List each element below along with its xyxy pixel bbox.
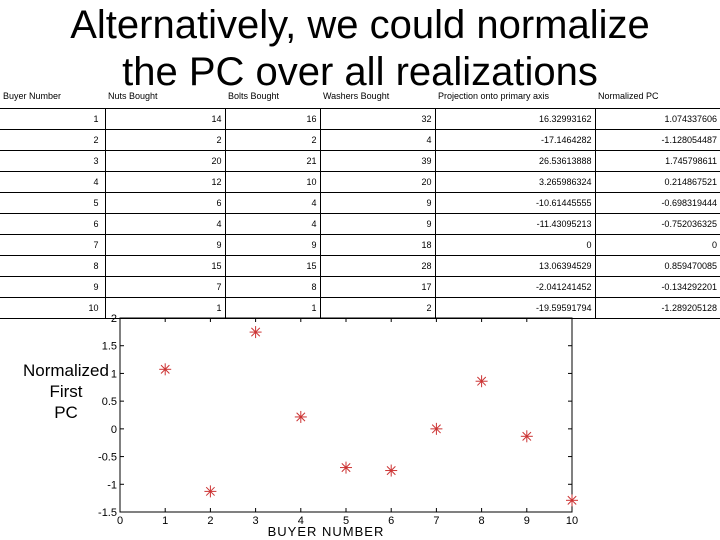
table-row: 5 6 4 9 -10.61445555 -0.698319444: [0, 192, 720, 214]
x-tick-label: 5: [343, 515, 349, 527]
side-label-line-2: First: [49, 382, 83, 401]
data-point: [566, 494, 578, 507]
table-header-row: Buyer Number Nuts Bought Bolts Bought Wa…: [0, 88, 720, 109]
header-buyer-number: Buyer Number: [3, 91, 62, 101]
table-row: 9 7 8 17 -2.041241452 -0.134292201: [0, 276, 720, 298]
y-tick-label: -1: [107, 479, 117, 491]
cell-normalized-pc: -1.289205128: [594, 297, 720, 319]
x-tick-label: 6: [388, 515, 394, 527]
x-tick-label: 7: [433, 515, 439, 527]
data-point: [475, 375, 488, 388]
cell-normalized-pc: 1.745798611: [594, 150, 720, 172]
cell-normalized-pc: 1.074337606: [594, 108, 720, 130]
cell-normalized-pc: -1.128054487: [594, 129, 720, 151]
header-washers-bought: Washers Bought: [323, 91, 390, 101]
data-point: [249, 326, 262, 339]
y-tick-label: 2: [111, 313, 117, 325]
y-tick-label: 1.5: [102, 341, 117, 353]
table-row: 6 4 4 9 -11.43095213 -0.752036325: [0, 213, 720, 235]
side-label-line-3: PC: [54, 403, 78, 422]
cell-normalized-pc: -0.134292201: [594, 276, 720, 298]
y-tick-label: 0.5: [102, 396, 117, 408]
y-tick-label: -1.5: [98, 507, 117, 519]
header-normalized-pc: Normalized PC: [598, 91, 659, 101]
table-row: 1 14 16 32 16.32993162 1.074337606: [0, 108, 720, 130]
plot-frame: [119, 317, 573, 513]
y-tick-label: 0: [111, 424, 117, 436]
data-point: [520, 430, 533, 443]
cell-normalized-pc: 0: [594, 234, 720, 256]
x-tick-label: 0: [117, 515, 123, 527]
data-point: [340, 461, 352, 474]
data-point: [294, 410, 307, 423]
y-tick-label: 1: [111, 368, 117, 380]
header-projection: Projection onto primary axis: [438, 91, 550, 101]
table-row: 8 15 15 28 13.06394529 0.859470085: [0, 255, 720, 277]
x-tick-label: 3: [253, 515, 259, 527]
cell-normalized-pc: 0.214867521: [594, 171, 720, 193]
title-line-2: the PC over all realizations: [122, 50, 598, 94]
x-tick-label: 9: [524, 515, 530, 527]
x-tick-label: 10: [566, 515, 578, 527]
header-nuts-bought: Nuts Bought: [108, 91, 158, 101]
x-tick-label: 2: [207, 515, 213, 527]
table-row: 4 12 10 20 3.265986324 0.214867521: [0, 171, 720, 193]
table-row: 3 20 21 39 26.53613888 1.745798611: [0, 150, 720, 172]
header-bolts-bought: Bolts Bought: [228, 91, 280, 101]
slide-title: Alternatively, we could normalize the PC…: [30, 2, 690, 96]
cell-normalized-pc: 0.859470085: [594, 255, 720, 277]
normalized-first-pc-label: Normalized First PC: [20, 360, 112, 423]
side-label-line-1: Normalized: [23, 361, 109, 380]
cell-normalized-pc: -0.698319444: [594, 192, 720, 214]
y-tick-label: -0.5: [98, 452, 117, 464]
cell-normalized-pc: -0.752036325: [594, 213, 720, 235]
data-point: [385, 464, 398, 477]
table-row: 7 9 9 18 0 0: [0, 234, 720, 256]
title-line-1: Alternatively, we could normalize: [70, 3, 650, 47]
table-row: 2 2 2 4 -17.1464282 -1.128054487: [0, 129, 720, 151]
x-tick-label: 1: [162, 515, 168, 527]
data-point: [159, 363, 172, 376]
data-point: [430, 422, 443, 435]
x-tick-label: 8: [479, 515, 485, 527]
x-axis-label: BUYER NUMBER: [268, 524, 385, 539]
data-point: [204, 485, 217, 498]
x-tick-label: 4: [298, 515, 304, 527]
